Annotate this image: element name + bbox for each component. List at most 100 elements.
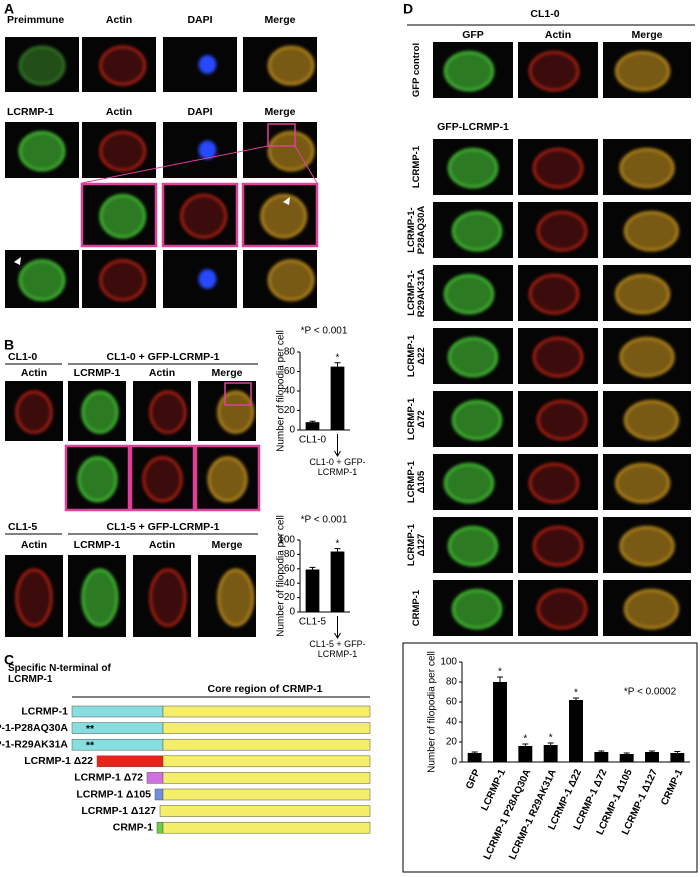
y-tick-label: 60 (284, 366, 296, 377)
group-header: CL1-0 (530, 8, 559, 20)
n-terminal-segment (146, 772, 164, 784)
mutation-mark: ** (86, 723, 95, 735)
cell (142, 456, 183, 503)
column-header: LCRMP-1 (74, 367, 121, 379)
y-tick-label: 80 (284, 347, 296, 358)
cell (615, 463, 670, 504)
x-tick-label: CL1-0 (299, 435, 327, 446)
column-header: LCRMP-1 (7, 106, 54, 118)
annotation: *P < 0.001 (301, 515, 348, 526)
panel-label: B (4, 337, 14, 353)
cell (624, 211, 679, 252)
bar (493, 682, 507, 762)
cell (537, 211, 587, 252)
zoom-frame (224, 382, 252, 406)
panel-label: C (4, 652, 14, 668)
row-label-box: LCRMP-1 Δ127 (406, 523, 427, 567)
core-segment (162, 788, 371, 801)
zoom-frame (194, 444, 261, 512)
bar (543, 745, 558, 762)
row-label-box: CRMP-1 (411, 589, 422, 627)
significance-mark: * (549, 733, 553, 744)
cell (99, 194, 146, 239)
cell (624, 400, 679, 441)
row-label-box: LCRMP-1 Δ22 (406, 334, 427, 378)
zoom-frame (129, 444, 196, 512)
y-axis-label: Number of filopodia per cell (276, 515, 287, 637)
arrowhead (14, 257, 21, 265)
error-bar (471, 751, 478, 753)
arrowhead (283, 197, 290, 205)
cell (149, 390, 187, 434)
x-tick-label: CL1-5 (299, 617, 327, 628)
arrow (334, 616, 341, 639)
cell (533, 526, 583, 567)
cell (615, 274, 670, 315)
row-label-box: LCRMP-1-R29AK31A (406, 268, 427, 318)
cell (452, 400, 502, 441)
cell (15, 568, 53, 627)
core-segment (162, 821, 371, 834)
error-bar (623, 752, 630, 754)
column-header: DAPI (187, 106, 212, 118)
cell (77, 456, 118, 503)
bar (594, 752, 609, 762)
error-bar (497, 676, 503, 682)
nucleus (198, 140, 217, 160)
y-tick-label: 0 (289, 607, 295, 618)
cell (149, 568, 187, 627)
row-label: GFP control (411, 42, 422, 98)
zoom-frame (80, 182, 158, 248)
cell (624, 589, 679, 630)
error-bar (649, 750, 655, 752)
cell (615, 51, 670, 92)
core-segment (162, 722, 371, 734)
column-header: Actin (149, 367, 175, 379)
row-label: LCRMP-1 Δ22 (406, 334, 427, 378)
row-label: CRMP-1 (411, 589, 422, 627)
error-bar (522, 743, 529, 746)
zoom-guide (81, 145, 269, 184)
construct-label: LCRMP-1 Δ22 (24, 755, 93, 767)
significance-mark: * (498, 667, 502, 678)
y-tick-label: 40 (446, 717, 458, 728)
column-header: GFP (462, 29, 484, 41)
column-header: Merge (212, 539, 243, 551)
cell (619, 337, 675, 378)
bar (330, 366, 345, 430)
cell (529, 51, 579, 92)
cell (529, 463, 579, 504)
core-segment (162, 755, 371, 768)
cell (15, 390, 53, 434)
y-tick-label: 20 (284, 405, 296, 416)
cell (217, 390, 255, 434)
significance-mark: * (336, 352, 340, 363)
row-label: LCRMP-1-R29AK31A (406, 268, 427, 318)
cell (18, 131, 66, 172)
error-bar (334, 548, 341, 552)
significance-mark: * (336, 538, 340, 549)
cell (18, 45, 66, 86)
cell (99, 259, 146, 301)
error-bar (573, 697, 579, 700)
y-tick-label: 60 (284, 563, 296, 574)
header-text: Specific N-terminal of LCRMP-1 (8, 663, 111, 685)
n-terminal-segment (156, 821, 164, 834)
column-header: LCRMP-1 (74, 539, 121, 551)
row-label: LCRMP-1 Δ127 (406, 523, 427, 567)
significance-mark: * (523, 734, 527, 745)
y-tick-label: 0 (451, 757, 457, 768)
cell (99, 45, 146, 86)
cell (99, 131, 146, 172)
column-header: Actin (21, 367, 47, 379)
core-segment (162, 738, 371, 751)
y-tick-label: 40 (284, 386, 296, 397)
y-tick-label: 0 (289, 425, 295, 436)
construct-label: LCRMP-1 Δ127 (81, 805, 156, 817)
construct-label: LCRMP-1 Δ105 (76, 788, 151, 800)
construct-label: CRMP-1 (113, 821, 153, 833)
zoom-frame (241, 182, 319, 248)
row-label-box: GFP control (411, 42, 422, 98)
cell (81, 568, 119, 627)
row-label: LCRMP-1 Δ105 (406, 460, 427, 504)
